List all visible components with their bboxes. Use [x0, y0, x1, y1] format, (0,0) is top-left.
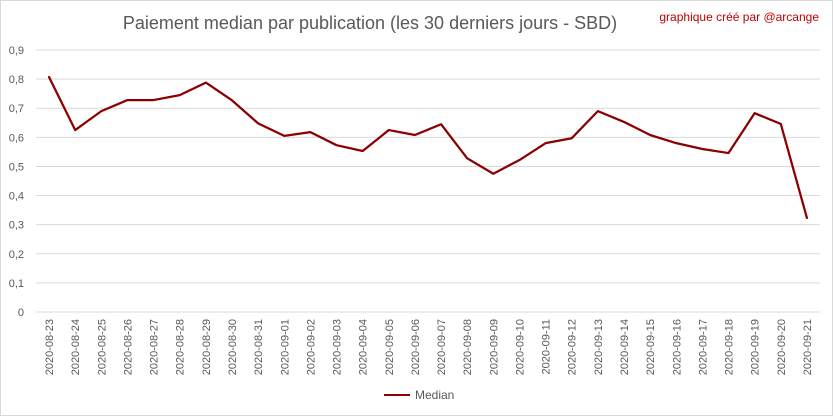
x-tick-label: 2020-09-20	[776, 319, 788, 375]
x-tick-label: 2020-09-01	[279, 319, 291, 375]
series-line	[47, 75, 809, 220]
y-tick-label: 0,9	[9, 45, 24, 57]
chart-title: Paiement median par publication (les 30 …	[122, 13, 618, 33]
legend-swatch	[384, 394, 410, 396]
x-tick-label: 2020-09-17	[697, 319, 709, 375]
x-tick-label: 2020-09-06	[410, 319, 422, 375]
x-tick-label: 2020-09-09	[488, 319, 500, 375]
x-tick-label: 2020-08-31	[253, 319, 265, 375]
x-tick-label: 2020-08-25	[96, 319, 108, 375]
x-tick-label: 2020-09-08	[462, 319, 474, 375]
gridlines	[36, 49, 820, 313]
chart-credit: graphique créé par @arcange	[659, 10, 819, 24]
y-tick-label: 0,6	[9, 132, 24, 144]
x-tick-label: 2020-09-13	[593, 319, 605, 375]
legend: Median	[384, 388, 454, 402]
x-tick-label: 2020-09-15	[645, 319, 657, 375]
y-tick-label: 0,3	[9, 220, 24, 232]
y-tick-label: 0	[18, 307, 24, 319]
x-tick-label: 2020-09-02	[305, 319, 317, 375]
x-tick-label: 2020-08-23	[44, 319, 56, 375]
x-axis: 2020-08-23 2020-08-24 2020-08-25 2020-08-26…	[44, 319, 814, 375]
x-tick-label: 2020-08-27	[149, 319, 161, 375]
x-tick-label: 2020-09-11	[541, 319, 553, 374]
x-tick-label: 2020-09-10	[514, 319, 526, 375]
series-median	[47, 75, 809, 220]
y-tick-label: 0,2	[9, 249, 24, 261]
y-axis: 0 0,1 0,2 0,3 0,4 0,5 0,6 0,7 0,8 0,9	[9, 45, 24, 319]
x-tick-label: 2020-09-05	[384, 319, 396, 375]
x-tick-label: 2020-09-03	[332, 319, 344, 375]
y-tick-label: 0,8	[9, 74, 24, 86]
x-tick-label: 2020-08-28	[175, 319, 187, 375]
legend-label: Median	[415, 388, 455, 402]
x-tick-label: 2020-08-30	[227, 319, 239, 375]
x-tick-label: 2020-09-19	[750, 319, 762, 375]
y-tick-label: 0,7	[9, 103, 24, 115]
y-tick-label: 0,1	[9, 278, 24, 290]
y-tick-label: 0,5	[9, 161, 24, 173]
x-tick-label: 2020-09-04	[358, 319, 370, 375]
x-tick-label: 2020-09-14	[619, 319, 631, 375]
x-tick-label: 2020-09-07	[436, 319, 448, 375]
x-tick-label: 2020-09-21	[802, 319, 814, 375]
y-tick-label: 0,4	[9, 191, 24, 203]
x-tick-label: 2020-09-12	[567, 319, 579, 375]
x-tick-label: 2020-08-26	[122, 319, 134, 375]
x-tick-label: 2020-08-29	[201, 319, 213, 375]
x-tick-label: 2020-08-24	[70, 319, 82, 375]
x-tick-label: 2020-09-18	[724, 319, 736, 375]
x-tick-label: 2020-09-16	[671, 319, 683, 375]
